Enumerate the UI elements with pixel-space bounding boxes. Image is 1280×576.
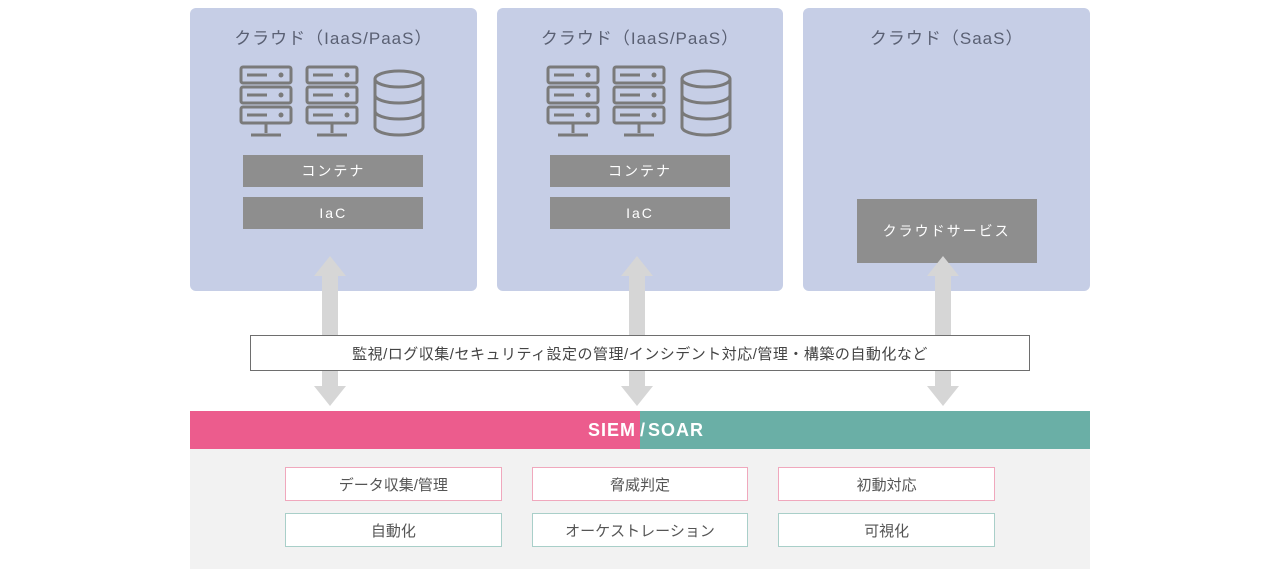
server-rack-icon (303, 63, 361, 141)
server-rack-icon (610, 63, 668, 141)
sub-box-cloud-service: クラウドサービス (857, 199, 1037, 263)
cloud-box-iaas-2: クラウド（IaaS/PaaS） (497, 8, 784, 291)
function-area: データ収集/管理 脅威判定 初動対応 自動化 オーケストレーション 可視化 (190, 449, 1090, 569)
sub-box-iac: IaC (550, 197, 730, 229)
database-icon (676, 69, 736, 141)
cloud-box-saas: クラウド（SaaS） クラウドサービス (803, 8, 1090, 291)
diagram-canvas: クラウド（IaaS/PaaS） (190, 8, 1090, 569)
sub-box-iac: IaC (243, 197, 423, 229)
bidir-arrow-icon (314, 256, 346, 406)
siem-label: SIEM (190, 411, 640, 449)
cloud-title: クラウド（IaaS/PaaS） (541, 24, 739, 49)
bidir-arrow-icon (621, 256, 653, 406)
cloud-title: クラウド（IaaS/PaaS） (234, 24, 432, 49)
func-cell: オーケストレーション (532, 513, 749, 547)
func-cell: 初動対応 (778, 467, 995, 501)
server-rack-icon (237, 63, 295, 141)
link-bar: 監視/ログ収集/セキュリティ設定の管理/インシデント対応/管理・構築の自動化など (250, 335, 1030, 371)
cloud-box-iaas-1: クラウド（IaaS/PaaS） (190, 8, 477, 291)
icon-row (544, 59, 736, 141)
cloud-row: クラウド（IaaS/PaaS） (190, 8, 1090, 291)
func-cell: データ収集/管理 (285, 467, 502, 501)
function-row-1: データ収集/管理 脅威判定 初動対応 (285, 467, 995, 501)
icon-row (237, 59, 429, 141)
server-rack-icon (544, 63, 602, 141)
func-cell: 自動化 (285, 513, 502, 547)
func-cell: 可視化 (778, 513, 995, 547)
function-row-2: 自動化 オーケストレーション 可視化 (285, 513, 995, 547)
cloud-title: クラウド（SaaS） (870, 24, 1024, 49)
sub-box-container: コンテナ (243, 155, 423, 187)
bidir-arrow-icon (927, 256, 959, 406)
soar-label: SOAR (640, 411, 1090, 449)
func-cell: 脅威判定 (532, 467, 749, 501)
database-icon (369, 69, 429, 141)
siem-soar-bar: SIEM SOAR (190, 411, 1090, 449)
sub-box-container: コンテナ (550, 155, 730, 187)
